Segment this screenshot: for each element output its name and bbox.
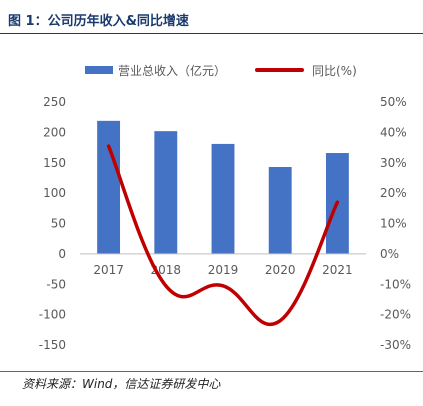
x-tick-label: 2019 bbox=[208, 263, 239, 277]
left-axis: -150 -100 -50 0 50 100 150 200 250 bbox=[39, 95, 66, 352]
legend-line-label: 同比(%) bbox=[312, 64, 357, 78]
bar bbox=[97, 120, 121, 254]
left-tick-label: -100 bbox=[39, 308, 66, 322]
left-tick-label: 0 bbox=[58, 247, 66, 261]
x-tick-label: 2021 bbox=[322, 263, 353, 277]
right-tick-label: 20% bbox=[380, 186, 407, 200]
yoy-line bbox=[106, 144, 340, 326]
bar bbox=[211, 143, 235, 254]
bar bbox=[268, 167, 292, 254]
right-tick-label: 0% bbox=[380, 247, 399, 261]
right-tick-label: 50% bbox=[380, 95, 407, 109]
right-tick-label: 30% bbox=[380, 156, 407, 170]
source-note: 资料来源：Wind，信达证券研发中心 bbox=[22, 377, 221, 391]
right-tick-label: -20% bbox=[380, 308, 411, 322]
bar-series bbox=[97, 120, 349, 254]
right-tick-label: -30% bbox=[380, 338, 411, 352]
x-tick-label: 2017 bbox=[93, 263, 124, 277]
legend-bar-swatch bbox=[85, 66, 113, 74]
left-tick-label: 50 bbox=[51, 217, 66, 231]
legend-bar-label: 营业总收入（亿元） bbox=[118, 63, 226, 78]
right-axis: -30% -20% -10% 0% 10% 20% 30% 40% 50% bbox=[380, 95, 411, 352]
figure-title: 图 1：公司历年收入&同比增速 bbox=[8, 14, 189, 29]
left-tick-label: 200 bbox=[43, 125, 66, 139]
x-tick-label: 2020 bbox=[265, 263, 296, 277]
source-rule bbox=[0, 371, 423, 372]
bar bbox=[154, 131, 178, 254]
left-tick-label: -150 bbox=[39, 338, 66, 352]
right-tick-label: 40% bbox=[380, 125, 407, 139]
left-tick-label: -50 bbox=[46, 277, 66, 291]
right-tick-label: 10% bbox=[380, 217, 407, 231]
right-tick-label: -10% bbox=[380, 277, 411, 291]
title-rule bbox=[0, 33, 423, 34]
left-tick-label: 150 bbox=[43, 156, 66, 170]
left-tick-label: 250 bbox=[43, 95, 66, 109]
left-tick-label: 100 bbox=[43, 186, 66, 200]
legend: 营业总收入（亿元） 同比(%) bbox=[85, 63, 357, 78]
